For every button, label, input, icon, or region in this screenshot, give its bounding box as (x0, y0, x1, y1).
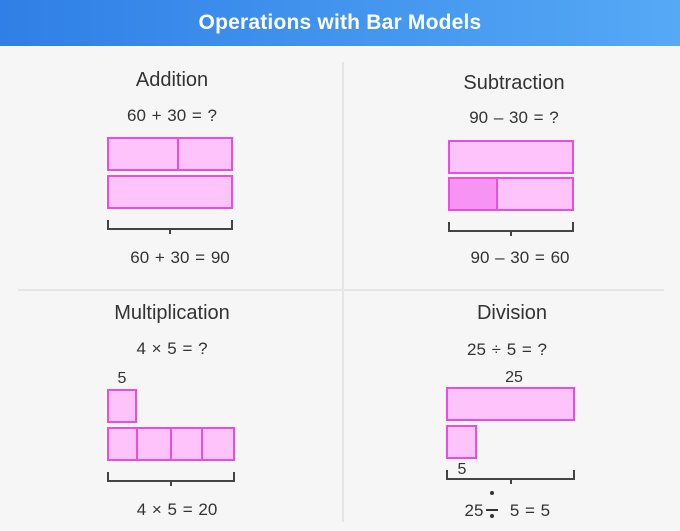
subtraction-part-bar (448, 177, 574, 211)
subtraction-removed-segment (448, 177, 498, 211)
addition-bracket (107, 220, 233, 234)
page-title: Operations with Bar Models (0, 0, 680, 46)
subtraction-whole-bar (448, 140, 574, 174)
horizontal-divider (18, 289, 664, 291)
division-bracket (446, 470, 575, 484)
multiplication-unit-label: 5 (117, 370, 127, 387)
division-sign-dot (490, 514, 494, 518)
division-total-bar (446, 387, 575, 421)
addition-title: Addition (135, 69, 209, 91)
subtraction-bracket (448, 222, 574, 236)
division-problem: 25 ÷ 5 = ? (467, 340, 547, 359)
addition-part-divider (177, 139, 179, 169)
addition-part-bar (107, 137, 233, 171)
multiplication-divider (170, 429, 172, 459)
multiplication-title: Multiplication (114, 302, 230, 324)
addition-whole-bar (107, 175, 233, 209)
multiplication-unit-bar (107, 389, 137, 423)
division-sign-bar (486, 509, 498, 511)
multiplication-bracket (107, 472, 235, 486)
subtraction-problem: 90 – 30 = ? (469, 108, 559, 127)
multiplication-divider (136, 429, 138, 459)
vertical-divider (342, 62, 344, 522)
division-total-label: 25 (505, 369, 523, 386)
addition-result: 60 + 30 = 90 (130, 248, 230, 267)
division-unit-bar (446, 425, 477, 459)
subtraction-title: Subtraction (463, 72, 565, 94)
multiplication-total-bar (107, 427, 235, 461)
addition-problem: 60 + 30 = ? (126, 106, 218, 125)
division-unit-label: 5 (457, 461, 467, 478)
division-result-rest: 5 = 5 (509, 501, 551, 520)
multiplication-problem: 4 × 5 = ? (136, 339, 208, 358)
subtraction-result: 90 – 30 = 60 (470, 248, 570, 267)
division-sign-dot (490, 491, 494, 495)
division-result-dividend: 25 (464, 501, 484, 520)
multiplication-divider (201, 429, 203, 459)
division-title: Division (476, 302, 548, 324)
multiplication-result: 4 × 5 = 20 (136, 500, 218, 519)
